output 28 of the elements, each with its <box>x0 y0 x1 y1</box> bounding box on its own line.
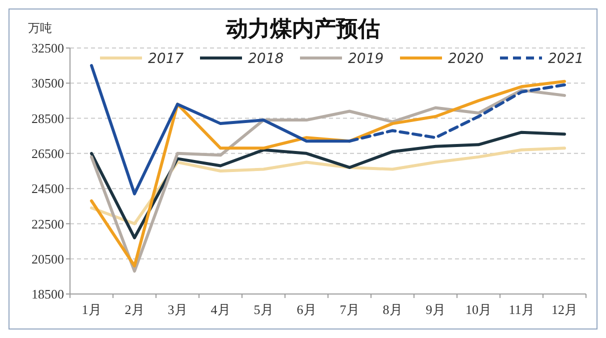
line-series <box>90 130 566 240</box>
legend-label: 2019 <box>348 50 384 67</box>
x-tick-label: 7月 <box>340 302 360 317</box>
y-tick-label: 20500 <box>32 251 64 266</box>
legend-label: 2018 <box>248 50 284 67</box>
x-tick-label: 5月 <box>254 302 274 317</box>
y-tick-label: 24500 <box>32 181 64 196</box>
legend-label: 2017 <box>148 50 184 67</box>
x-tick-label: 10月 <box>466 302 492 317</box>
x-tick-label: 9月 <box>426 302 446 317</box>
legend-label: 2020 <box>448 50 484 67</box>
y-axis-title: 万吨 <box>28 21 52 35</box>
y-tick-label: 32500 <box>32 40 64 56</box>
y-tick-label: 28500 <box>32 110 64 126</box>
y-tick-label: 22500 <box>32 216 64 232</box>
y-tick-label: 26500 <box>32 146 64 161</box>
x-tick-label: 1月 <box>82 302 102 317</box>
x-tick-label: 11月 <box>508 302 534 317</box>
x-tick-label: 8月 <box>382 302 402 317</box>
chart-title: 动力煤内产预估 <box>225 16 380 42</box>
legend-label: 2021 <box>548 50 584 67</box>
x-tick-label: 6月 <box>296 302 316 317</box>
x-tick-label: 2月 <box>124 302 144 317</box>
x-tick-label: 4月 <box>210 302 230 317</box>
y-tick-label: 18500 <box>32 286 64 302</box>
y-tick-label: 30500 <box>32 76 64 91</box>
x-tick-label: 12月 <box>552 302 578 317</box>
x-tick-label: 3月 <box>168 302 188 317</box>
